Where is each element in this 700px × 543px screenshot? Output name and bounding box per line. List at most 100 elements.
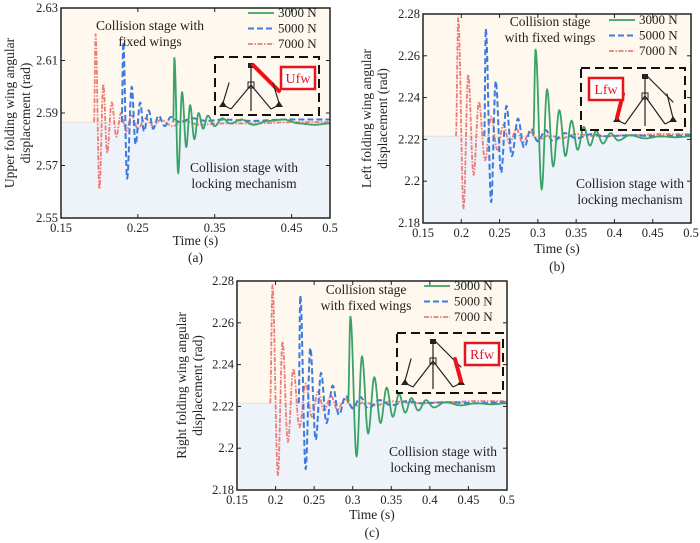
inset-label-box	[463, 341, 501, 367]
x-tick-label: 0.5	[499, 493, 515, 507]
chart-a: 0.15 0.25 0.35 0.45 0.5 2.55 2.57 2.59 2.61 2.63 T…	[2, 1, 338, 265]
wing-right-highlighted	[453, 357, 463, 383]
series-line-5000n	[297, 294, 507, 471]
x-tick-label: 0.4	[607, 226, 623, 240]
mechanism-joint	[429, 357, 437, 365]
x-tick-label: 0.15	[412, 226, 434, 240]
x-tick-label: 0.2	[453, 226, 469, 240]
mechanism-leg-left	[412, 360, 434, 388]
mechanism-diagram	[219, 63, 283, 111]
y-tick-label: 2.28	[212, 274, 234, 288]
series-group	[455, 17, 691, 210]
y-tick-label: 2.2	[218, 441, 234, 455]
mechanism-leg-right	[432, 360, 454, 388]
series-group	[93, 33, 330, 191]
y-axis-label-line: Upper folding wing angular	[2, 37, 17, 188]
inset-frame	[396, 332, 504, 394]
inset-label-box	[587, 76, 625, 102]
chart-b: 0.15 0.2 0.25 0.3 0.35 0.4 0.45 0.5 2.18 2.2 2.22 2…	[359, 7, 699, 274]
y-tick-label: 2.28	[398, 7, 420, 21]
y-tick-label: 2.55	[36, 211, 58, 225]
y-tick-label: 2.18	[398, 216, 420, 230]
x-tick-label: 0.3	[345, 493, 361, 507]
inset-diagram: Lfw	[580, 67, 686, 131]
series-group	[269, 284, 507, 477]
series-line-5000n	[120, 41, 330, 180]
y-tick-label: 2.57	[36, 159, 58, 173]
x-tick-label: 0.35	[380, 493, 402, 507]
series-line-3000n	[532, 48, 691, 191]
y-tick-label: 2.26	[212, 316, 234, 330]
chart-c: 0.15 0.2 0.25 0.3 0.35 0.4 0.45 0.5 2.18 2.2 2.22 2…	[174, 274, 515, 540]
annotation-line: Collision stage	[326, 282, 407, 297]
y-tick-label: 2.2	[404, 174, 420, 188]
series-line-5000n	[483, 27, 691, 204]
mechanism-diagram	[613, 74, 677, 126]
x-tick-label: 0.45	[457, 493, 479, 507]
annotation-locking-mechanism: Collision stage with locking mechanism	[576, 176, 684, 207]
series-line-3000n	[172, 56, 330, 175]
legend-label: 7000 N	[278, 36, 317, 51]
mechanism-support-left	[219, 101, 227, 107]
annotation-fixed-wings: Collision stage with fixed wings	[96, 18, 204, 49]
region-fixed-wings	[61, 8, 330, 123]
mechanism-joint	[247, 81, 255, 89]
legend-label: 3000 N	[278, 5, 317, 20]
x-tick-label: 0.5	[322, 221, 338, 235]
y-axis-label-line: displacement (rad)	[190, 335, 205, 436]
legend-label: 5000 N	[278, 21, 317, 36]
y-axis-label: Right folding wing angulardisplacement (…	[174, 312, 205, 459]
wing-right	[272, 82, 280, 104]
mechanism-leg-right	[250, 84, 272, 110]
subfigure-caption: (a)	[188, 250, 203, 265]
mechanism-joint	[641, 92, 649, 100]
plot-frame	[422, 13, 692, 224]
region-locking-mechanism	[237, 403, 507, 490]
y-axis-label: Left folding wing angulardisplacement (r…	[359, 48, 390, 188]
y-tick-label: 2.24	[398, 91, 421, 105]
x-tick-label: 0.5	[683, 226, 699, 240]
y-axis-label-line: displacement (rad)	[375, 68, 390, 169]
mechanism-hinge-top	[642, 74, 648, 79]
mechanism-support-right	[669, 116, 677, 122]
annotation-line: Collision stage with	[96, 18, 204, 33]
annotation-line: fixed wings	[118, 34, 181, 49]
wing-upper	[646, 75, 674, 103]
y-tick-label: 2.22	[398, 132, 420, 146]
x-axis-label: Time (s)	[349, 507, 395, 522]
inset-frame	[580, 67, 686, 131]
x-tick-label: 0.45	[281, 221, 303, 235]
annotation-line: with fixed wings	[321, 298, 412, 313]
y-axis-label-line: Right folding wing angular	[174, 312, 189, 459]
wing-left	[404, 358, 412, 382]
legend-label: 7000 N	[454, 309, 493, 324]
x-axis-label: Time (s)	[173, 233, 219, 248]
y-tick-label: 2.22	[212, 399, 234, 413]
legend-label: 3000 N	[639, 12, 678, 27]
mechanism-leg-left	[624, 95, 646, 125]
x-tick-label: 0.25	[127, 221, 149, 235]
inset-label-box	[279, 65, 317, 91]
x-axis-label: Time (s)	[534, 241, 580, 256]
y-axis-label-line: displacement (rad)	[18, 63, 33, 164]
subfigure-caption: (c)	[365, 525, 380, 540]
inset-label: Rfw	[470, 348, 495, 363]
inset-frame	[214, 56, 320, 116]
mechanism-leg-left	[230, 84, 252, 110]
x-tick-label: 0.35	[204, 221, 226, 235]
annotation-line: locking mechanism	[191, 176, 297, 191]
y-tick-label: 2.63	[36, 1, 58, 15]
mechanism-hinge-top	[248, 63, 254, 68]
y-tick-label: 2.18	[212, 483, 234, 497]
mechanism-support-left	[401, 379, 409, 385]
inset-diagram: Rfw	[396, 332, 504, 394]
y-tick-label: 2.26	[398, 49, 420, 63]
mechanism-support-right	[275, 101, 283, 107]
annotation-locking-mechanism: Collision stage with locking mechanism	[389, 444, 497, 475]
wing-right	[666, 93, 674, 119]
annotation-line: Collision stage	[510, 14, 591, 29]
legend-label: 7000 N	[639, 43, 678, 58]
series-line-3000n	[347, 315, 507, 458]
